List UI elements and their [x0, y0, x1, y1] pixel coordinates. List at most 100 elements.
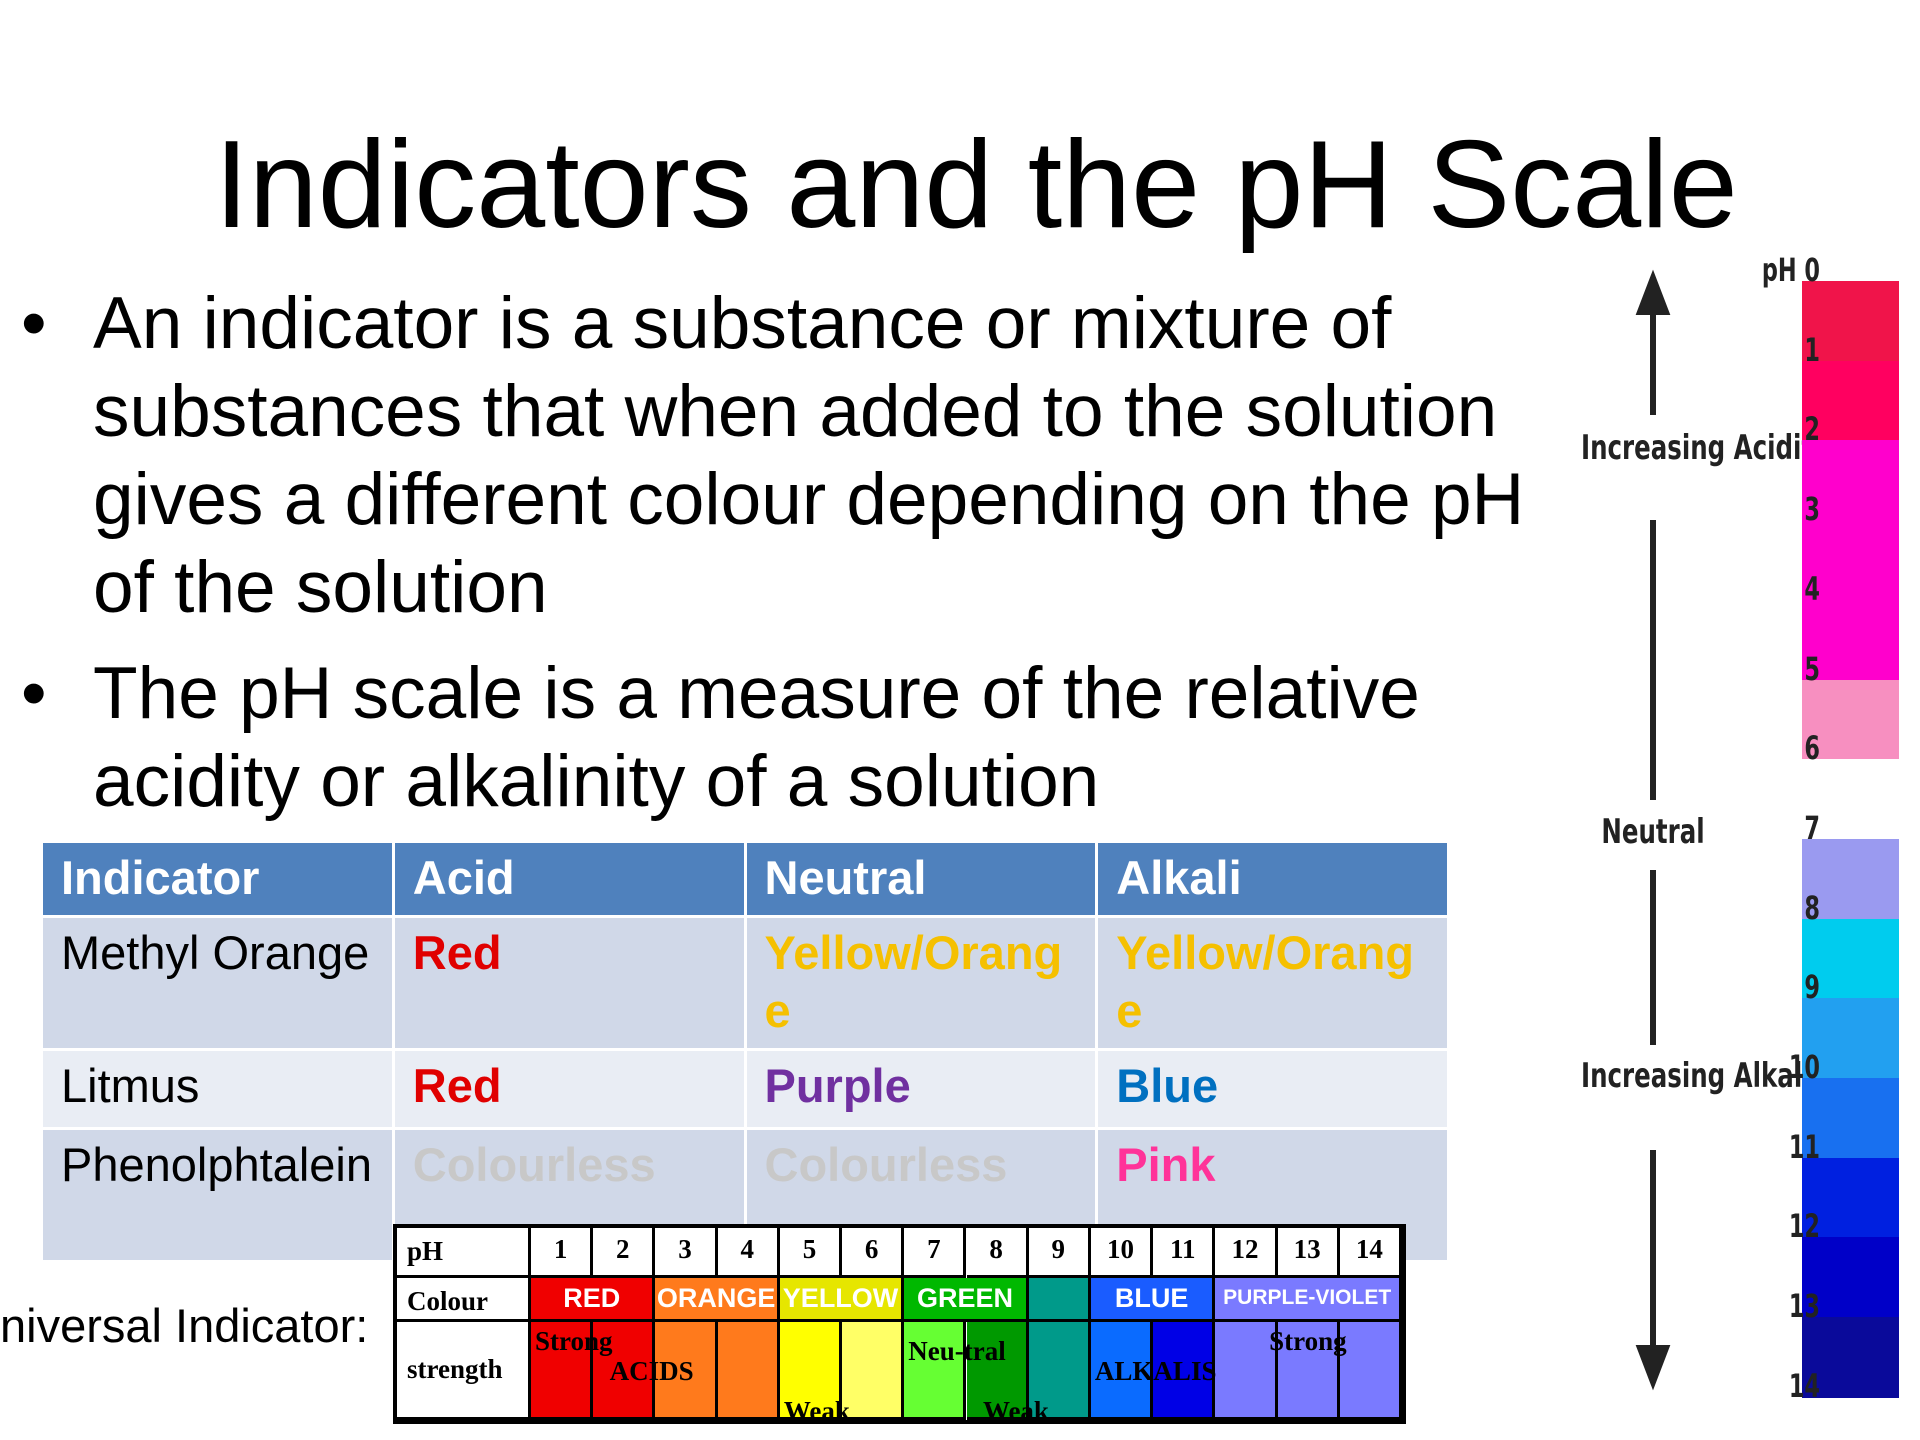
- ph-cell: 13: [1277, 1228, 1340, 1278]
- strength-cell: [842, 1322, 905, 1420]
- row: Litmus Red Purple Blue: [40, 1048, 1450, 1130]
- ph-colour-segment: [1802, 281, 1899, 362]
- ph-cell: 14: [1339, 1228, 1402, 1278]
- ph-cell: 10: [1090, 1228, 1154, 1278]
- cell: Yellow/Orange: [743, 915, 1099, 1051]
- cell: Methyl Orange: [40, 915, 395, 1051]
- ph-colour-segment: [1802, 599, 1899, 681]
- ph-tick-label: 4: [1804, 569, 1820, 608]
- ph-cell: 11: [1153, 1228, 1216, 1278]
- indicator-table: Indicator Acid Neutral Alkali Methyl Ora…: [40, 840, 1450, 1263]
- ph-colour-segment: [1802, 918, 1899, 1000]
- ph-cell: 9: [1028, 1228, 1091, 1278]
- arrow-head: [1635, 269, 1671, 315]
- colour-cell: YELLOW: [779, 1278, 905, 1322]
- row-label: pH: [397, 1228, 531, 1278]
- strength-label: Strong: [535, 1326, 613, 1356]
- ph-cell: 2: [593, 1228, 656, 1278]
- ph-tick-label: 3: [1804, 490, 1820, 529]
- ph-cell: 12: [1215, 1228, 1278, 1278]
- ph-cell: 5: [779, 1228, 843, 1278]
- ph-tick-label: 10: [1788, 1048, 1820, 1086]
- cell: Litmus: [40, 1048, 395, 1130]
- header-row: Indicator Acid Neutral Alkali: [40, 840, 1450, 918]
- strength-cell: [717, 1322, 780, 1420]
- ph-tick-label: 11: [1788, 1127, 1820, 1166]
- ph-colour-segment: [1802, 838, 1899, 920]
- ph-tick-label: 8: [1804, 888, 1820, 927]
- cell: Red: [391, 1048, 747, 1130]
- ph-tick-label: 6: [1804, 729, 1820, 768]
- strength-label: Strong: [1269, 1326, 1347, 1356]
- ph-colour-segment: [1802, 1317, 1899, 1398]
- ph-colour-segment: [1802, 998, 1899, 1079]
- strength-cell: [1215, 1322, 1278, 1420]
- strength-cell: [1028, 1322, 1091, 1420]
- colour-cell: PURPLE-VIOLET: [1215, 1278, 1402, 1322]
- row-label: Colour: [397, 1278, 531, 1322]
- scale-label: Neutral: [1601, 812, 1705, 852]
- ph-colour-segment: [1802, 520, 1899, 601]
- header-cell: Neutral: [743, 840, 1099, 918]
- ph-cell: 7: [904, 1228, 967, 1278]
- strength-cell: [593, 1322, 656, 1420]
- strength-cell: [1153, 1322, 1216, 1420]
- cell: Phenolphtalein: [40, 1127, 395, 1263]
- bullet: The pH scale is a measure of the relativ…: [21, 650, 1593, 826]
- ph-colour-segment: [1802, 759, 1899, 840]
- ph-colour-segment: [1802, 440, 1899, 522]
- cell: Blue: [1095, 1048, 1450, 1130]
- ph-cell: 4: [717, 1228, 780, 1278]
- universal-indicator-chart: pH Colour strength 1 2 3 4 5 6 7 8 9 10 11 12 13 14 RED OR…: [393, 1224, 1406, 1426]
- colour-cell: ORANGE: [655, 1278, 780, 1322]
- bullet: An indicator is a substance or mixture o…: [21, 280, 1593, 632]
- strength-cell: [904, 1322, 967, 1420]
- colour-cell: RED: [531, 1278, 656, 1322]
- ph-cell: 8: [966, 1228, 1029, 1278]
- colour-cell: [1028, 1278, 1091, 1322]
- ph-tick-label: 13: [1788, 1287, 1820, 1326]
- scale-label: Increasing Alkalinity: [1581, 1056, 1865, 1096]
- header-cell: Indicator: [40, 840, 395, 918]
- ph-tick-label: 9: [1804, 968, 1820, 1007]
- ph-tick-label: 14: [1788, 1366, 1820, 1405]
- ph-tick-label: 2: [1804, 410, 1820, 449]
- header-cell: Alkali: [1095, 840, 1450, 918]
- strength-cell: [1090, 1322, 1154, 1420]
- strength-cell: [966, 1322, 1029, 1420]
- cell: Red: [391, 915, 747, 1051]
- strength-cell: [655, 1322, 718, 1420]
- ph-cell: 6: [842, 1228, 905, 1278]
- universal-indicator-label: niversal Indicator:: [0, 1299, 369, 1352]
- ph-cell: 3: [655, 1228, 718, 1278]
- ph-tick-label: 7: [1804, 808, 1820, 847]
- header-cell: Acid: [391, 840, 747, 918]
- ph-tick-label: 5: [1804, 649, 1820, 688]
- strength-label: Weak: [783, 1396, 850, 1426]
- colour-cell: GREEN: [904, 1278, 1029, 1322]
- ph-tick-label: 12: [1788, 1207, 1820, 1246]
- strength-cell: [779, 1322, 843, 1420]
- ph-colour-segment: [1802, 1078, 1899, 1159]
- strength-label: ACIDS: [609, 1356, 694, 1386]
- cell: Yellow/Orange: [1095, 915, 1450, 1051]
- arrow-head: [1635, 1345, 1671, 1391]
- strength-cell: [1277, 1322, 1340, 1420]
- cell: Purple: [743, 1048, 1099, 1130]
- strength-label: Neu-tral: [908, 1336, 1006, 1366]
- strength-cell: [531, 1322, 594, 1420]
- ph-colour-segment: [1802, 679, 1899, 761]
- strength-label: ALKALIS: [1094, 1356, 1217, 1386]
- ph-tick-label: 1: [1804, 330, 1820, 369]
- ph-tick-label: pH 0: [1761, 251, 1820, 289]
- row: Methyl Orange Red Yellow/Orange Yellow/O…: [40, 915, 1450, 1051]
- ph-colour-segment: [1802, 1157, 1899, 1239]
- strength-label: Weak: [982, 1396, 1049, 1426]
- row-label: strength: [397, 1322, 531, 1420]
- colour-cell: BLUE: [1090, 1278, 1216, 1322]
- ph-colour-segment: [1802, 360, 1899, 442]
- ph-colour-segment: [1802, 1237, 1899, 1319]
- slide-title: Indicators and the pH Scale: [214, 116, 1738, 254]
- strength-cell: [1339, 1322, 1402, 1420]
